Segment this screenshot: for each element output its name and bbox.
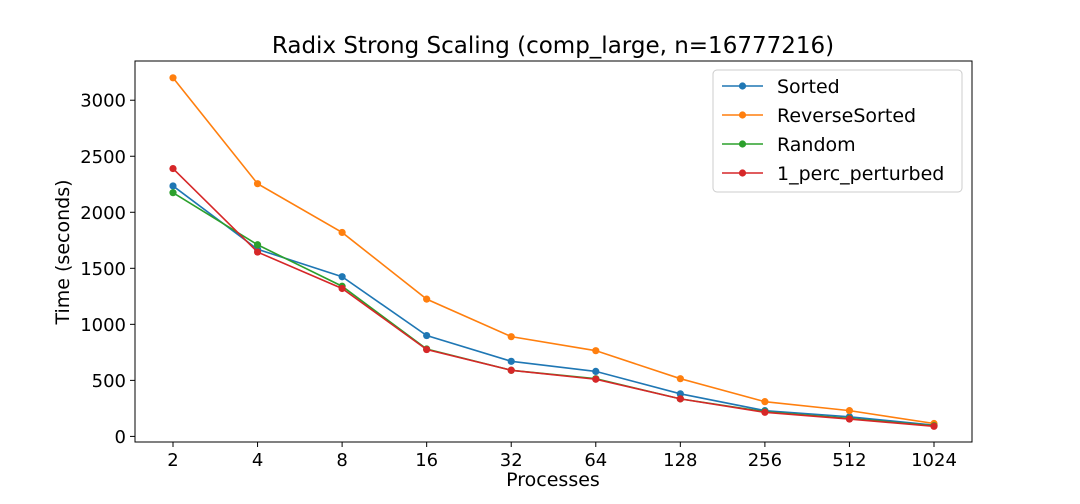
series-line — [172, 77, 935, 425]
data-point — [845, 407, 854, 415]
legend-item: Random — [722, 134, 856, 156]
legend-box — [712, 69, 963, 193]
x-tick-label: 16 — [415, 450, 438, 471]
y-tick-label: 2500 — [80, 147, 126, 168]
y-tick-label: 3000 — [80, 91, 126, 112]
legend-label: Random — [777, 134, 856, 156]
data-point — [253, 248, 262, 256]
legend-item: ReverseSorted — [722, 105, 916, 127]
series-line — [172, 191, 935, 427]
x-tick-label: 32 — [500, 450, 523, 471]
y-tick-label: 0 — [115, 427, 126, 448]
x-tick-label: 8 — [336, 450, 347, 471]
x-tick-label: 1024 — [911, 450, 957, 471]
legend-item: Sorted — [722, 76, 840, 98]
data-point — [761, 408, 769, 416]
legend-label: ReverseSorted — [777, 105, 916, 127]
x-axis-title: Processes — [506, 469, 600, 491]
data-point — [676, 390, 684, 398]
x-tick-label: 64 — [584, 450, 607, 471]
legend-marker — [738, 111, 747, 119]
x-tick-label: 4 — [252, 450, 263, 471]
legend-item: 1_perc_perturbed — [722, 163, 944, 185]
data-point — [169, 182, 177, 190]
series-1_perc_perturbed — [169, 164, 938, 430]
x-tick-label: 2 — [167, 450, 178, 471]
data-point — [423, 295, 431, 303]
data-point — [930, 422, 938, 430]
data-point — [676, 395, 684, 403]
y-tick-label: 500 — [92, 371, 126, 392]
x-tick-label: 256 — [748, 450, 782, 471]
data-point — [338, 228, 346, 237]
data-point — [507, 357, 515, 365]
legend-marker — [738, 169, 747, 177]
data-point — [253, 180, 262, 188]
series-Sorted — [169, 182, 938, 429]
data-point — [338, 284, 346, 293]
data-point — [423, 345, 431, 354]
series-Random — [169, 189, 938, 430]
data-point — [253, 241, 262, 249]
y-tick-label: 2000 — [80, 203, 126, 224]
data-point — [507, 366, 515, 374]
data-point — [845, 415, 854, 423]
data-point — [338, 273, 346, 281]
data-point — [169, 189, 177, 197]
data-point — [169, 164, 177, 173]
legend-label: Sorted — [777, 76, 840, 98]
y-tick-label: 1500 — [80, 259, 126, 280]
data-point — [169, 74, 177, 82]
legend-label: 1_perc_perturbed — [777, 163, 944, 185]
data-point — [423, 331, 431, 340]
series-layer — [169, 74, 938, 430]
legend-marker — [738, 82, 747, 90]
data-point — [507, 333, 515, 341]
legend-marker — [738, 140, 747, 148]
data-point — [592, 375, 600, 383]
series-ReverseSorted — [169, 74, 938, 428]
y-axis: 0 500 1000 1500 2000 2500 3000 — [80, 91, 135, 448]
data-point — [592, 347, 600, 355]
x-tick-label: 128 — [663, 450, 697, 471]
data-point — [676, 375, 684, 383]
legend: Sorted ReverseSorted Random 1_perc_perturbe… — [712, 69, 963, 193]
y-tick-label: 1000 — [80, 315, 126, 336]
chart-title: Radix Strong Scaling (comp_large, n=1677… — [272, 33, 834, 59]
data-point — [761, 398, 769, 406]
series-line — [172, 168, 935, 428]
data-point — [592, 367, 600, 376]
x-tick-label: 512 — [832, 450, 866, 471]
y-axis-title: Time (seconds) — [52, 179, 74, 325]
plot-area — [134, 60, 973, 443]
series-line — [172, 185, 935, 426]
x-axis: 2 4 8 16 32 64 128 256 512 1024 — [167, 442, 957, 471]
